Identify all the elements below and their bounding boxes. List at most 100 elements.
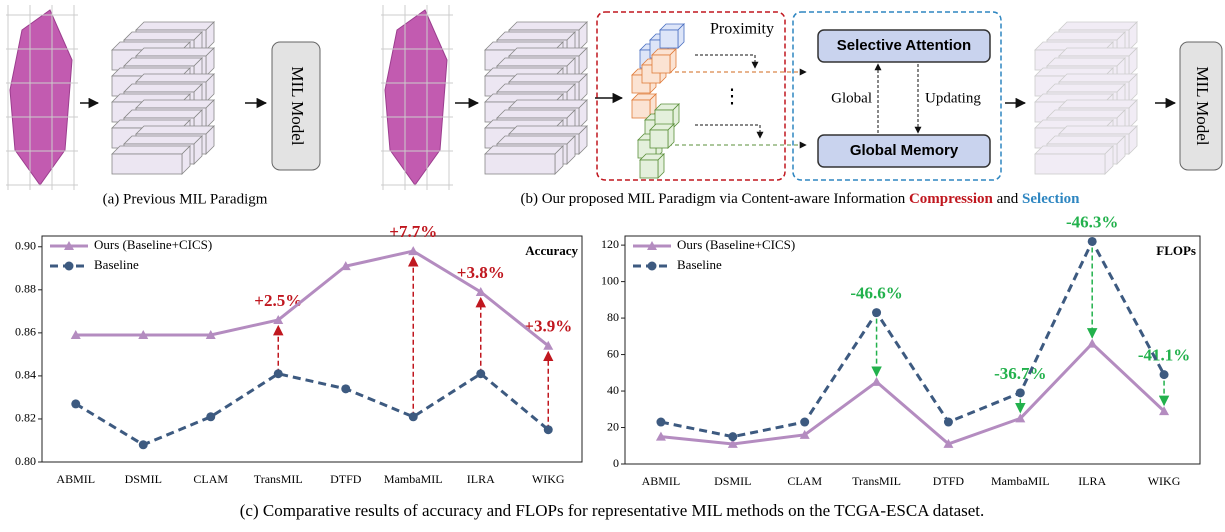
x-tick-label: CLAM (193, 472, 228, 486)
cube (1047, 110, 1125, 118)
legend-marker (648, 262, 657, 271)
cube (1059, 22, 1137, 30)
x-tick-label: ABMIL (642, 474, 681, 488)
chart-title: Accuracy (525, 243, 578, 258)
cube (497, 58, 575, 66)
cube (1035, 154, 1105, 174)
legend-label: Ours (Baseline+CICS) (94, 237, 212, 252)
series-line (661, 241, 1164, 436)
cube (124, 110, 202, 118)
point (1160, 370, 1169, 379)
legend-marker (65, 262, 74, 271)
caption-selection: Selection (1022, 191, 1080, 207)
y-tick-label: 0.88 (15, 282, 36, 296)
panel-caption: (b) Our proposed MIL Paradigm via Conten… (520, 191, 1080, 207)
cube (136, 100, 214, 108)
cube (1035, 146, 1113, 154)
wsi-slide (10, 10, 72, 185)
point (71, 399, 80, 408)
point (1088, 237, 1097, 246)
x-tick-label: DSMIL (125, 472, 162, 486)
point (544, 425, 553, 434)
cube (509, 48, 587, 56)
cube (509, 22, 587, 30)
cube (640, 160, 658, 178)
chart-title: FLOPs (1156, 243, 1196, 258)
x-tick-label: WIKG (532, 472, 565, 486)
panel-caption: (a) Previous MIL Paradigm (103, 191, 268, 207)
point (341, 384, 350, 393)
point (656, 418, 665, 427)
updating-label: Updating (925, 90, 981, 106)
arrow (695, 55, 755, 68)
x-tick-label: TransMIL (852, 474, 901, 488)
annotation: -36.7% (994, 364, 1046, 383)
caption-compression: Compression (909, 191, 994, 207)
series-line (661, 344, 1164, 444)
y-tick-label: 0.90 (15, 239, 36, 253)
arrow (695, 125, 760, 138)
attention-label: Selective Attention (837, 37, 971, 54)
annotation: +7.7% (389, 222, 437, 241)
annotation: -46.6% (850, 284, 902, 303)
y-tick-label: 20 (607, 419, 619, 433)
memory-label: Global Memory (850, 142, 959, 159)
point (409, 412, 418, 421)
ellipsis: ⋮ (722, 86, 742, 108)
point (944, 418, 953, 427)
series-line (76, 374, 549, 445)
y-tick-label: 80 (607, 310, 619, 324)
cube (1047, 136, 1125, 144)
cube (632, 100, 650, 118)
legend-label: Baseline (94, 257, 139, 272)
y-tick-label: 40 (607, 383, 619, 397)
cube (112, 154, 182, 174)
x-tick-label: MambaMIL (384, 472, 443, 486)
x-tick-label: DTFD (933, 474, 965, 488)
cube (136, 22, 214, 30)
diagram: MIL Model (a) Previous MIL Paradigm Prox… (6, 5, 1222, 207)
y-tick-label: 60 (607, 346, 619, 360)
cube (485, 154, 555, 174)
annotation: -46.3% (1066, 212, 1118, 231)
y-tick-label: 0.84 (15, 368, 36, 382)
wsi-slide (385, 10, 447, 185)
figure-caption: (c) Comparative results of accuracy and … (240, 501, 985, 520)
x-tick-label: DTFD (330, 472, 362, 486)
point (800, 418, 809, 427)
x-tick-label: ABMIL (56, 472, 95, 486)
cube (136, 74, 214, 82)
cube (1047, 58, 1125, 66)
cube (485, 146, 563, 154)
point (1087, 339, 1097, 348)
cube (1059, 48, 1137, 56)
y-tick-label: 0.80 (15, 454, 36, 468)
point (139, 440, 148, 449)
page: MIL Model (a) Previous MIL Paradigm Prox… (0, 0, 1225, 532)
point (872, 377, 882, 386)
cube (497, 136, 575, 144)
x-tick-label: CLAM (787, 474, 822, 488)
global-label: Global (831, 90, 872, 106)
cube (124, 32, 202, 40)
cube (497, 110, 575, 118)
cube (660, 30, 678, 48)
x-tick-label: WIKG (1148, 474, 1181, 488)
point (872, 308, 881, 317)
x-tick-label: MambaMIL (991, 474, 1050, 488)
cube (509, 126, 587, 134)
caption-text: and (993, 191, 1022, 207)
proximity-label: Proximity (710, 21, 774, 38)
point (476, 369, 485, 378)
y-tick-label: 0.82 (15, 411, 36, 425)
x-tick-label: ILRA (467, 472, 495, 486)
cube (1047, 84, 1125, 92)
cube (1059, 126, 1137, 134)
y-tick-label: 0 (613, 456, 619, 470)
caption-text: (b) Our proposed MIL Paradigm via Conten… (520, 191, 909, 207)
point (728, 432, 737, 441)
cube (497, 32, 575, 40)
legend-label: Ours (Baseline+CICS) (677, 237, 795, 252)
annotation: -41.1% (1138, 346, 1190, 365)
x-tick-label: DSMIL (714, 474, 751, 488)
